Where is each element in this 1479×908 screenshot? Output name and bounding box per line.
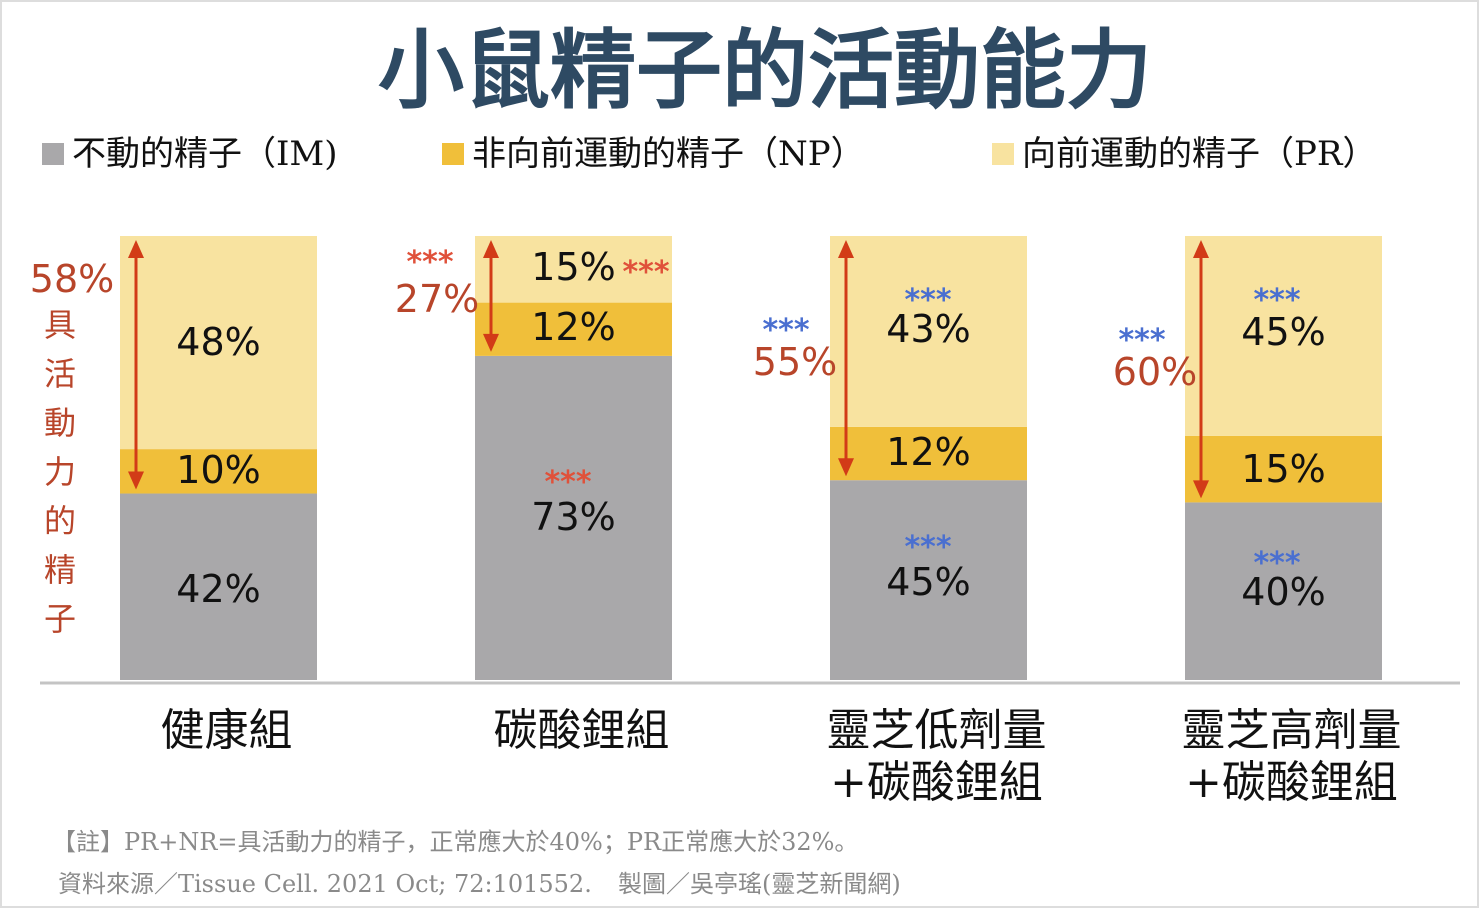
- arrow-head-up: [1193, 240, 1209, 258]
- bar-segment-im: [120, 493, 317, 680]
- footnote: 【註】PR+NR=具活動力的精子，正常應大於40%；PR正常應大於32%。: [52, 828, 858, 856]
- value-label: 12%: [886, 430, 970, 474]
- axis-label-char: 力: [44, 453, 76, 491]
- bar-segment-pr: [475, 236, 672, 303]
- significance-stars: ***: [406, 245, 453, 280]
- arrow-head-down: [1193, 480, 1209, 499]
- bars: 42%10%48%58%73%12%15%27%*** ******45%12%4…: [30, 236, 1382, 680]
- legend-swatch-1: [442, 143, 464, 165]
- active-percent-label: 27%: [395, 277, 479, 321]
- value-label: 40%: [1241, 570, 1325, 614]
- value-label: 12%: [531, 305, 615, 349]
- category-label: 靈芝高劑量: [1182, 705, 1402, 756]
- bar-segment-pr: [120, 236, 317, 450]
- category-label: +碳酸鋰組: [830, 757, 1043, 808]
- bar-segment-np: [475, 302, 672, 356]
- value-label: 73%: [531, 495, 615, 539]
- legend-label-0: 不動的精子（IM): [72, 134, 338, 174]
- legend-label-2: 向前運動的精子（PR）: [1022, 134, 1376, 174]
- axis-label-char: 的: [44, 502, 76, 540]
- significance-stars: ***: [1253, 283, 1300, 318]
- significance-stars: ***: [762, 313, 809, 348]
- axis-label-char: 具: [44, 306, 76, 344]
- significance-stars: ***: [544, 465, 591, 500]
- arrow-head-up: [483, 240, 499, 258]
- active-percent-label: 55%: [753, 340, 837, 384]
- arrow-head-up: [838, 240, 854, 258]
- value-label: 48%: [176, 320, 260, 364]
- significance-stars: ***: [1253, 546, 1300, 581]
- bar-segment-im: [1185, 502, 1382, 680]
- bar-segment-np: [1185, 435, 1382, 503]
- chart-title: 小鼠精子的活動能力: [378, 20, 1152, 121]
- legend-swatch-2: [992, 143, 1014, 165]
- axis-label-char: 活: [44, 355, 76, 393]
- category-label: 健康組: [161, 705, 293, 756]
- legend-label-1: 非向前運動的精子（NP）: [472, 134, 865, 174]
- bar-segment-pr: [830, 236, 1027, 427]
- value-label: 10%: [176, 448, 260, 492]
- credit-text: 製圖／吳亭瑤(靈芝新聞網): [618, 870, 901, 898]
- active-axis-label: 具活動力的精子: [44, 306, 76, 638]
- active-percent-label: 60%: [1113, 350, 1197, 394]
- legend: 不動的精子（IM) 非向前運動的精子（NP） 向前運動的精子（PR）: [42, 134, 1376, 174]
- bar-segment-np: [830, 426, 1027, 481]
- category-label: +碳酸鋰組: [1185, 757, 1398, 808]
- axis-label-char: 精: [44, 551, 76, 589]
- bar-segment-im: [830, 480, 1027, 680]
- bar-segment-im: [475, 355, 672, 680]
- value-label: 45%: [886, 560, 970, 604]
- source-text: 資料來源／Tissue Cell. 2021 Oct; 72:101552.: [58, 870, 592, 898]
- category-label: 靈芝低劑量: [827, 705, 1047, 756]
- significance-stars: ***: [904, 530, 951, 565]
- active-percent-label: 58%: [30, 257, 114, 301]
- value-label: 45%: [1241, 310, 1325, 354]
- significance-stars: ***: [622, 255, 669, 290]
- value-label: 42%: [176, 567, 260, 611]
- legend-swatch-0: [42, 143, 64, 165]
- arrow-head-down: [128, 471, 144, 490]
- axis-label-char: 子: [44, 600, 76, 638]
- arrow-head-up: [128, 240, 144, 258]
- value-label: 15%: [531, 245, 615, 289]
- category-label: 碳酸鋰組: [494, 705, 670, 756]
- arrow-head-down: [838, 458, 854, 477]
- significance-stars: ***: [1118, 323, 1165, 358]
- value-label: 15%: [1241, 447, 1325, 491]
- axis-label-char: 動: [44, 404, 76, 442]
- arrow-head-down: [483, 333, 499, 352]
- bar-segment-pr: [1185, 236, 1382, 436]
- bar-segment-np: [120, 449, 317, 494]
- value-label: 43%: [886, 307, 970, 351]
- significance-stars: ***: [904, 283, 951, 318]
